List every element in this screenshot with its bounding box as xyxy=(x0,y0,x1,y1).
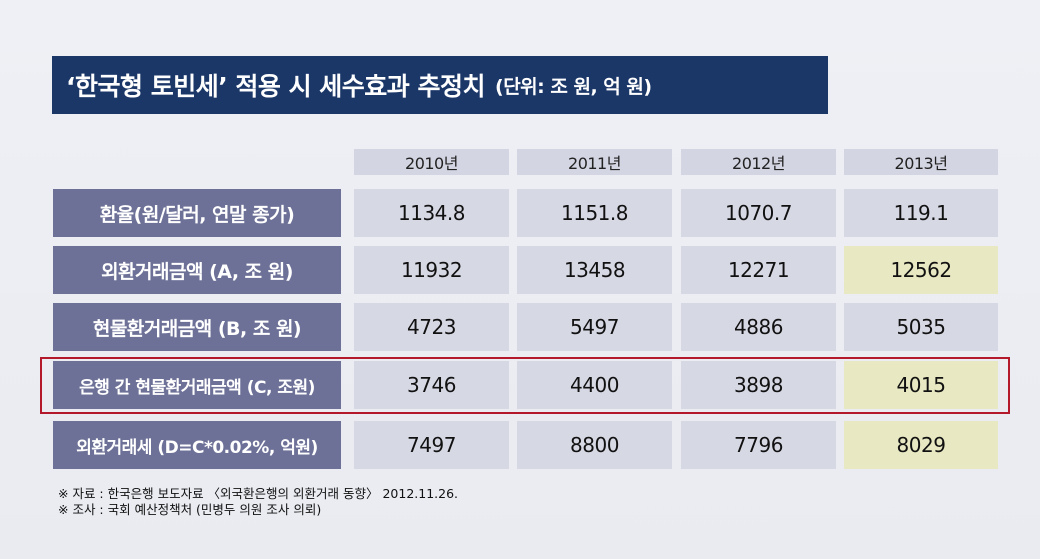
row-label-spot-amount: 현물환거래금액 (B, 조 원) xyxy=(53,303,341,351)
source-note: ※ 자료 : 한국은행 보도자료 〈외국환은행의 외환거래 동향〉 2012.1… xyxy=(58,486,459,501)
table-cell: 13458 xyxy=(517,246,672,294)
table-cell-highlighted: 8029 xyxy=(844,421,998,469)
row-label-exchange-rate: 환율(원/달러, 연말 종가) xyxy=(53,189,341,237)
table-cell: 1134.8 xyxy=(354,189,509,237)
table-cell: 5035 xyxy=(844,303,998,351)
row-label-interbank-spot: 은행 간 현물환거래금액 (C, 조원) xyxy=(53,361,341,409)
table-cell: 12271 xyxy=(681,246,836,294)
year-header-2013: 2013년 xyxy=(844,149,998,175)
table-cell-highlighted: 4015 xyxy=(844,361,998,409)
source-notes: ※ 자료 : 한국은행 보도자료 〈외국환은행의 외환거래 동향〉 2012.1… xyxy=(58,486,458,518)
table-cell-highlighted: 12562 xyxy=(844,246,998,294)
table-cell: 3898 xyxy=(681,361,836,409)
table-cell: 1070.7 xyxy=(681,189,836,237)
table-cell: 119.1 xyxy=(844,189,998,237)
table-cell: 1151.8 xyxy=(517,189,672,237)
page-title: ‘한국형 토빈세’ 적용 시 세수효과 추정치 xyxy=(66,72,486,101)
table-cell: 4400 xyxy=(517,361,672,409)
year-header-2011: 2011년 xyxy=(517,149,672,175)
unit-note: (단위: 조 원, 억 원) xyxy=(495,75,652,98)
table-cell: 11932 xyxy=(354,246,509,294)
year-header-2010: 2010년 xyxy=(354,149,509,175)
table-cell: 5497 xyxy=(517,303,672,351)
table-cell: 4723 xyxy=(354,303,509,351)
table-cell: 7796 xyxy=(681,421,836,469)
title-banner: ‘한국형 토빈세’ 적용 시 세수효과 추정치 (단위: 조 원, 억 원) xyxy=(52,56,828,114)
table-cell: 8800 xyxy=(517,421,672,469)
row-label-fx-tax: 외환거래세 (D=C*0.02%, 억원) xyxy=(53,421,341,469)
research-note: ※ 조사 : 국회 예산정책처 (민병두 의원 조사 의뢰) xyxy=(58,502,322,517)
year-header-2012: 2012년 xyxy=(681,149,836,175)
row-label-fx-amount: 외환거래금액 (A, 조 원) xyxy=(53,246,341,294)
table-cell: 3746 xyxy=(354,361,509,409)
table-cell: 7497 xyxy=(354,421,509,469)
table-cell: 4886 xyxy=(681,303,836,351)
